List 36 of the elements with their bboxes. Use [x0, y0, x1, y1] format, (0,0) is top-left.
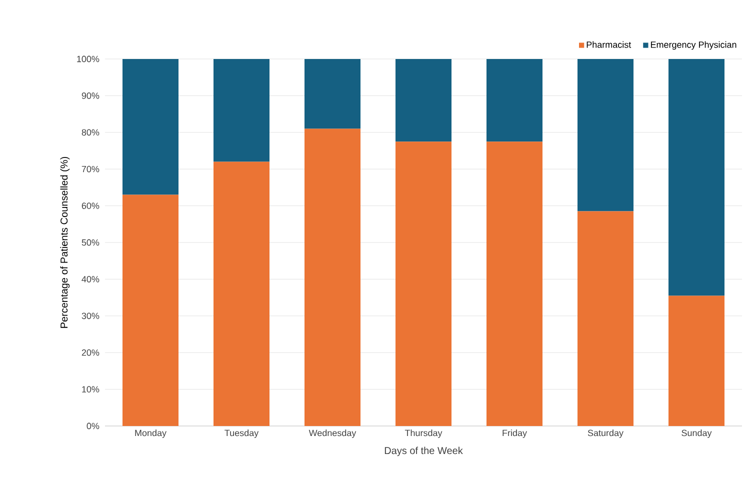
x-tick-label: Tuesday — [224, 430, 259, 438]
bar — [486, 58, 542, 142]
bar — [668, 296, 724, 426]
y-tick-label: 0% — [86, 422, 100, 430]
bar — [304, 58, 360, 129]
y-tick-label: 90% — [82, 92, 100, 99]
bar — [396, 142, 452, 426]
y-tick-label: 40% — [82, 276, 100, 282]
x-tick-label: Sunday — [682, 430, 712, 438]
x-tick-label: Wednesday — [308, 430, 356, 438]
y-tick-label: 20% — [82, 349, 100, 356]
y-tick-label: 30% — [82, 312, 100, 320]
x-axis-title: Days of the Week — [384, 446, 463, 456]
bar — [122, 58, 178, 195]
x-tick-label: Monday — [135, 430, 166, 438]
y-tick-label: 50% — [82, 239, 100, 246]
y-tick-label: 80% — [82, 129, 100, 136]
legend-label: Pharmacist — [586, 41, 632, 48]
legend-label: Emergency Physician — [650, 41, 736, 50]
bar — [122, 194, 178, 426]
bar — [214, 162, 270, 426]
y-axis-title: Percentage of Patients Counselled (%) — [60, 156, 70, 328]
x-tick-label: Thursday — [404, 430, 442, 438]
bar — [577, 211, 634, 426]
y-tick-label: 60% — [82, 202, 100, 209]
bar — [214, 58, 270, 162]
bar — [396, 58, 452, 142]
y-tick-label: 10% — [82, 386, 100, 392]
x-tick-label: Saturday — [588, 430, 624, 438]
y-tick-label: 100% — [77, 56, 100, 62]
x-tick-label: Friday — [502, 430, 527, 438]
bar — [577, 58, 634, 212]
bar — [304, 128, 360, 426]
y-tick-label: 70% — [82, 166, 100, 172]
bar — [668, 58, 724, 296]
bar — [486, 142, 542, 426]
